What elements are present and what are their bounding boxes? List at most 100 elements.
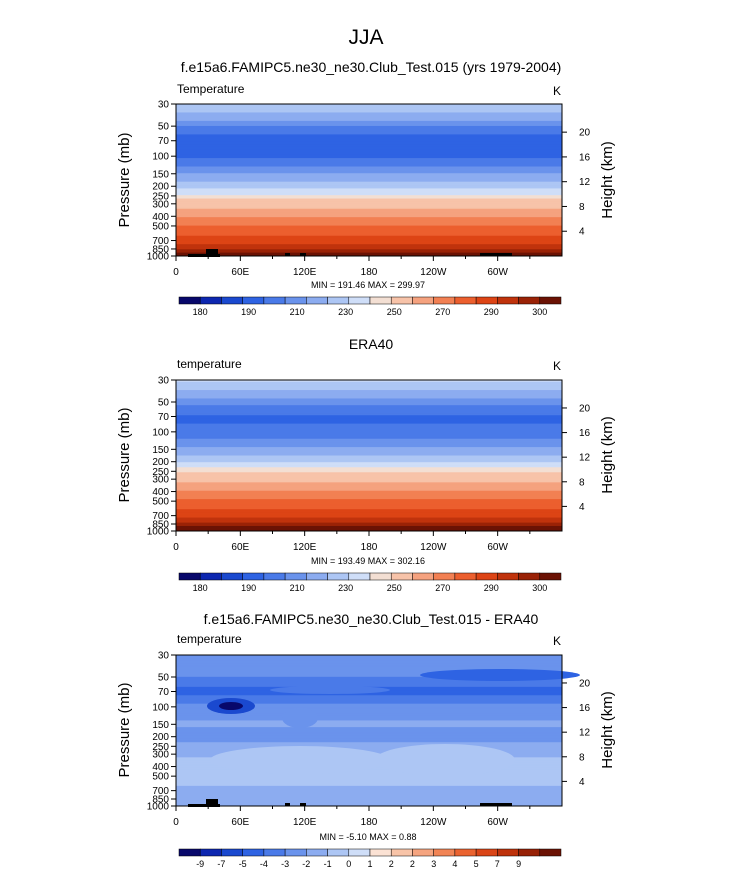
contour-band bbox=[176, 142, 562, 145]
x-tick-label: 180 bbox=[361, 542, 378, 553]
contour-band bbox=[176, 205, 562, 208]
contour-band bbox=[176, 171, 562, 174]
contour-band bbox=[176, 146, 562, 149]
contour-band bbox=[176, 235, 562, 238]
contour-band bbox=[176, 220, 562, 223]
contour-band bbox=[176, 151, 562, 154]
contour-band bbox=[176, 780, 562, 783]
contour-band bbox=[176, 191, 562, 194]
colorbar-swatch bbox=[369, 572, 392, 581]
contour-band bbox=[176, 489, 562, 492]
contour-band bbox=[176, 166, 562, 169]
colorbar-swatch bbox=[475, 572, 498, 581]
contour-band bbox=[176, 227, 562, 230]
contour-band bbox=[176, 685, 562, 688]
colorbar-label: 290 bbox=[484, 307, 499, 317]
colorbar-swatch bbox=[539, 296, 562, 305]
axes: 3050701001502002503004005007008501000481… bbox=[147, 100, 591, 279]
colorbar-swatch bbox=[390, 296, 413, 305]
y2-tick-label: 12 bbox=[579, 453, 591, 464]
contour-band bbox=[176, 410, 562, 413]
contour-band bbox=[176, 775, 562, 778]
contour-band bbox=[176, 222, 562, 225]
colorbar-swatch bbox=[263, 296, 286, 305]
x-tick-label: 120E bbox=[293, 542, 317, 553]
contour-band bbox=[176, 163, 562, 166]
contour-band bbox=[176, 502, 562, 505]
contour-band bbox=[176, 505, 562, 508]
unit-label: K bbox=[553, 84, 561, 98]
season-title: JJA bbox=[348, 26, 383, 49]
contour-band bbox=[176, 383, 562, 386]
colorbar-swatch bbox=[454, 296, 477, 305]
x-tick-label: 120W bbox=[420, 267, 447, 278]
colorbar-swatch bbox=[497, 296, 519, 305]
y2-axis-label: Height (km) bbox=[599, 691, 616, 769]
y-tick-label: 700 bbox=[152, 786, 169, 797]
contour-band bbox=[176, 507, 562, 510]
y-tick-label: 70 bbox=[158, 412, 170, 423]
contour-band bbox=[176, 769, 562, 772]
contour-band bbox=[176, 453, 562, 456]
contour-band bbox=[176, 385, 562, 388]
contour-band bbox=[176, 186, 562, 189]
contour-band bbox=[176, 156, 562, 159]
contour-band bbox=[176, 700, 562, 703]
y-tick-label: 250 bbox=[152, 191, 169, 202]
colorbar-swatch bbox=[306, 296, 328, 305]
colorbar-swatch bbox=[518, 848, 541, 857]
colorbar-label: -7 bbox=[217, 859, 225, 869]
contour-band bbox=[176, 485, 562, 488]
y-tick-label: 100 bbox=[152, 427, 169, 438]
contour-band bbox=[176, 212, 562, 215]
contour-band bbox=[176, 448, 562, 451]
y-tick-label: 500 bbox=[152, 772, 169, 783]
colorbar-swatch bbox=[221, 848, 243, 857]
contour-band bbox=[176, 658, 562, 661]
contour-band bbox=[176, 680, 562, 683]
contour-band bbox=[176, 435, 562, 438]
contour-band bbox=[176, 747, 562, 750]
contour-band bbox=[176, 727, 562, 730]
contour-band bbox=[176, 381, 562, 384]
contour-band bbox=[176, 478, 562, 482]
contour-band bbox=[176, 244, 562, 247]
contour-band bbox=[176, 109, 562, 112]
contour-band bbox=[176, 426, 562, 430]
contour-band bbox=[176, 124, 562, 127]
contour-band bbox=[176, 411, 562, 414]
colorbar-swatch bbox=[199, 296, 222, 305]
contour-band bbox=[176, 487, 562, 490]
x-tick-label: 60W bbox=[487, 267, 508, 278]
contour-band bbox=[176, 666, 562, 669]
contour-band bbox=[176, 120, 562, 123]
x-tick-label: 60E bbox=[231, 542, 249, 553]
contour-band bbox=[176, 718, 562, 721]
colorbar: 180 190 210 230 250 270 290 300 bbox=[178, 296, 562, 317]
minmax-label: MIN = 191.46 MAX = 299.97 bbox=[311, 280, 425, 290]
colorbar-swatch bbox=[475, 296, 498, 305]
y-tick-label: 150 bbox=[152, 445, 169, 456]
contour-band bbox=[176, 129, 562, 132]
contour-band bbox=[176, 141, 562, 144]
contour-band bbox=[176, 110, 562, 113]
contour-band bbox=[176, 425, 562, 428]
contour-band bbox=[176, 398, 562, 401]
contour-band bbox=[176, 405, 562, 408]
colorbar-swatch bbox=[539, 572, 562, 581]
contour-band bbox=[176, 164, 562, 167]
x-tick-label: 120E bbox=[293, 817, 317, 828]
y-tick-label: 200 bbox=[152, 732, 169, 743]
contour-band bbox=[176, 225, 562, 228]
y-tick-label: 30 bbox=[158, 100, 170, 111]
y-tick-label: 700 bbox=[152, 511, 169, 522]
contour-band bbox=[176, 390, 562, 393]
contour-band bbox=[176, 161, 562, 164]
contour-band bbox=[176, 770, 562, 773]
contour-band bbox=[176, 180, 562, 183]
contour-band bbox=[176, 777, 562, 780]
contour-band bbox=[176, 421, 562, 425]
y2-tick-label: 16 bbox=[579, 703, 591, 714]
contour-band bbox=[176, 668, 562, 671]
contour-band bbox=[176, 418, 562, 421]
